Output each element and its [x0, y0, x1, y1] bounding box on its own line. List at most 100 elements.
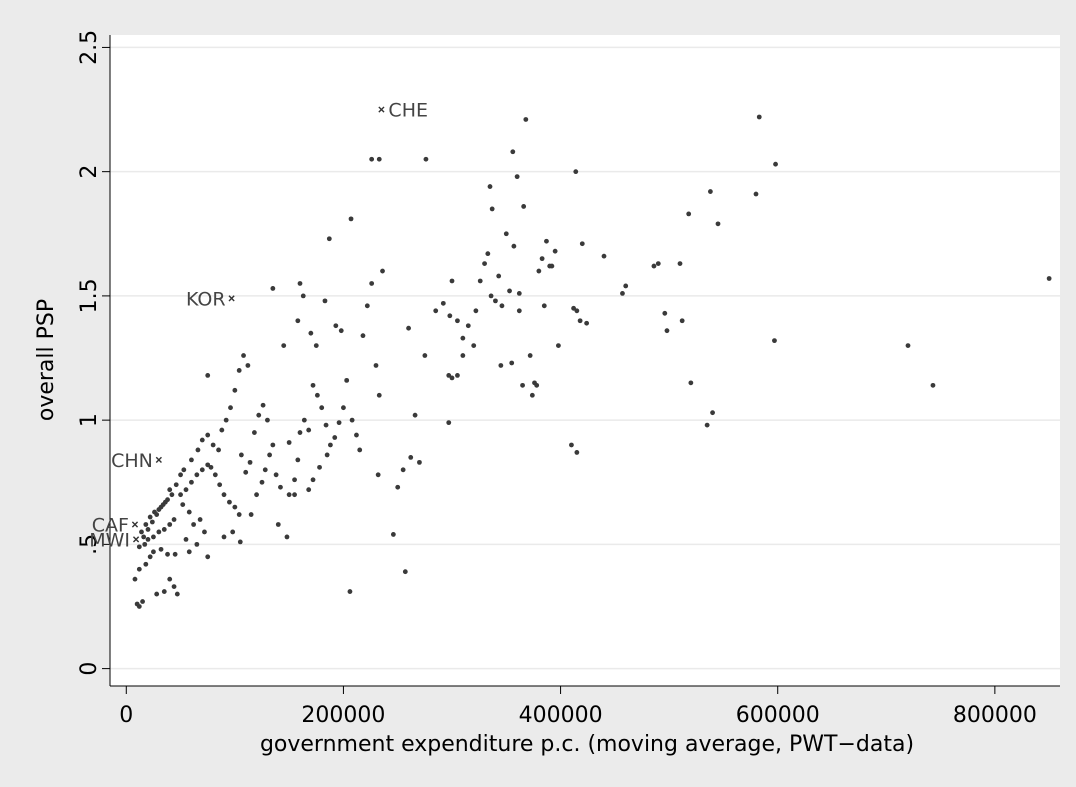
data-point: [408, 455, 414, 460]
data-point: [132, 576, 138, 582]
data-point: [230, 529, 236, 535]
data-point: [317, 464, 322, 470]
data-point: [498, 363, 504, 368]
point-label: KOR: [186, 288, 226, 310]
x-tick-label: 0: [119, 703, 133, 728]
data-point: [243, 469, 249, 475]
data-point: [197, 517, 203, 522]
data-point: [773, 161, 778, 167]
data-point: [310, 477, 316, 483]
data-point: [376, 156, 382, 162]
data-point: [221, 492, 227, 498]
data-point: [202, 529, 207, 535]
data-point: [349, 417, 355, 423]
data-point: [422, 353, 428, 358]
data-point: [319, 405, 325, 411]
x-marker: [228, 295, 235, 302]
data-point: [400, 467, 406, 473]
y-tick-label: 1: [77, 413, 102, 427]
data-point: [154, 591, 160, 597]
data-point: [679, 318, 685, 324]
data-point: [488, 293, 494, 299]
data-point: [156, 529, 162, 535]
data-point: [210, 442, 216, 448]
data-point: [167, 576, 173, 582]
data-point: [460, 335, 466, 341]
x-tick-label: 200000: [301, 703, 385, 728]
data-point: [216, 447, 221, 453]
data-point: [756, 114, 762, 120]
data-point: [423, 156, 429, 162]
data-point: [527, 353, 533, 358]
data-point: [136, 566, 142, 572]
data-point: [248, 512, 254, 517]
data-point: [395, 484, 401, 490]
data-point: [183, 487, 189, 493]
data-point: [205, 432, 211, 438]
data-point: [227, 499, 232, 505]
data-point: [172, 551, 178, 557]
data-point: [189, 457, 194, 463]
labeled-point: MWI: [89, 529, 140, 551]
data-point: [354, 432, 359, 438]
data-point: [219, 427, 225, 433]
y-tick-label: 2.5: [77, 30, 102, 65]
data-point: [569, 442, 574, 448]
data-point: [338, 328, 344, 334]
data-point: [905, 343, 911, 348]
data-point: [577, 318, 583, 324]
x-tick-label: 600000: [736, 703, 820, 728]
x-marker: [378, 106, 385, 113]
data-point: [208, 464, 214, 470]
data-point: [267, 452, 272, 458]
data-point: [262, 467, 268, 473]
data-point: [544, 238, 549, 244]
data-point: [357, 447, 363, 453]
data-point: [297, 281, 303, 286]
axes: 0 .5 1 1.5 2 2.5 0 200000 400000 600000 800000: [77, 30, 1060, 728]
data-point: [171, 584, 177, 590]
data-point: [579, 241, 585, 247]
data-point: [236, 368, 242, 373]
data-point: [199, 437, 205, 443]
data-point: [449, 375, 455, 381]
data-point: [270, 286, 276, 291]
data-point: [489, 206, 495, 212]
data-point: [232, 504, 238, 510]
data-point: [292, 492, 297, 498]
data-point: [310, 382, 316, 388]
labeled-point: CAF: [92, 514, 139, 536]
data-point: [686, 211, 692, 217]
data-point: [499, 303, 505, 309]
data-point: [169, 492, 175, 498]
data-point: [205, 373, 211, 378]
data-point: [460, 353, 466, 358]
data-point: [151, 534, 156, 540]
data-point: [503, 231, 509, 237]
data-point: [205, 554, 211, 560]
data-point: [433, 308, 439, 314]
data-point: [446, 420, 452, 426]
data-point: [313, 343, 319, 348]
data-point: [930, 382, 936, 388]
data-point: [573, 169, 579, 175]
data-point: [772, 338, 777, 344]
y-tick-label: 1.5: [77, 278, 102, 313]
data-point: [376, 392, 382, 398]
data-point: [145, 537, 151, 542]
data-point: [134, 601, 140, 607]
data-point: [254, 492, 259, 498]
data-point: [655, 261, 661, 266]
labeled-point: KOR: [186, 288, 235, 310]
data-point: [270, 442, 276, 448]
x-marker: [155, 456, 162, 463]
data-point: [295, 318, 301, 324]
data-point: [571, 305, 576, 311]
data-point: [252, 430, 257, 435]
data-point: [245, 363, 251, 368]
data-point: [677, 261, 683, 266]
data-point: [364, 303, 370, 309]
data-point: [496, 273, 502, 279]
data-point: [194, 541, 200, 547]
data-point: [275, 522, 281, 527]
